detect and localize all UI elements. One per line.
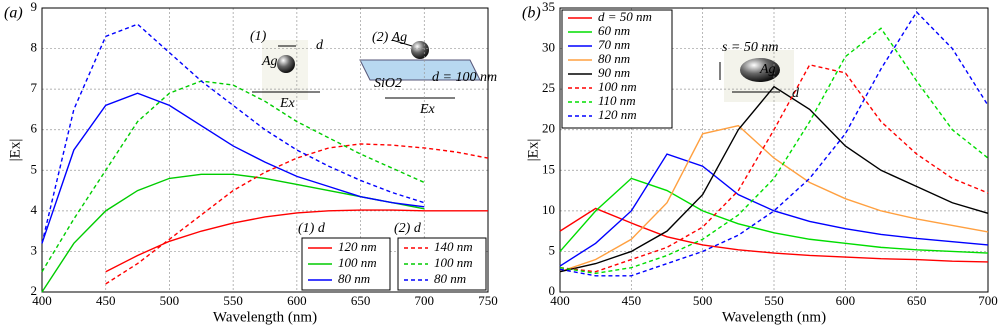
- series-line: [559, 124, 989, 273]
- x-tick-label: 700: [978, 293, 998, 308]
- legend-label: 110 nm: [598, 93, 636, 108]
- y-tick-label: 9: [31, 0, 38, 14]
- x-tick-label: 650: [351, 293, 371, 308]
- annotation: (1): [250, 29, 267, 44]
- y-tick-label: 30: [542, 40, 555, 55]
- annotation: d = 100 nm: [432, 70, 497, 85]
- legend-label: 100 nm: [434, 255, 473, 270]
- x-tick-label: 700: [415, 293, 435, 308]
- y-tick-label: 25: [542, 80, 555, 95]
- panel-label: (b): [522, 5, 541, 22]
- legend-label: 70 nm: [598, 37, 630, 52]
- y-tick-label: 0: [549, 283, 556, 298]
- illustration-a1: [252, 40, 320, 100]
- legend-label: 60 nm: [598, 23, 630, 38]
- series-line: [105, 209, 488, 273]
- annotation: SiO2: [374, 76, 402, 91]
- x-tick-label: 400: [550, 293, 570, 308]
- series-line: [559, 207, 989, 263]
- y-tick-label: 7: [31, 80, 38, 95]
- panel-label: (a): [4, 5, 23, 22]
- series-line: [559, 153, 989, 267]
- series-line: [559, 27, 989, 275]
- series-line: [559, 10, 989, 277]
- annotation: d: [316, 38, 324, 53]
- y-axis-label: |Ex|: [7, 139, 23, 162]
- y-tick-label: 2: [31, 283, 38, 298]
- x-tick-label: 550: [764, 293, 784, 308]
- legend-label: 100 nm: [598, 79, 637, 94]
- annotation: d: [792, 86, 800, 101]
- legend-label: 80 nm: [434, 271, 466, 286]
- y-tick-label: 5: [549, 242, 556, 257]
- x-axis-label: Wavelength (nm): [213, 309, 317, 325]
- plot-frame: [41, 7, 489, 293]
- x-tick-label: 600: [836, 293, 856, 308]
- y-tick-label: 8: [31, 40, 38, 55]
- annotation: s = 50 nm: [722, 40, 779, 55]
- legend-title: (1) d: [298, 221, 326, 236]
- y-tick-label: 6: [31, 121, 38, 136]
- series-line: [559, 177, 989, 254]
- legend-label: 140 nm: [434, 239, 473, 254]
- y-tick-label: 35: [542, 0, 555, 14]
- legend-label: 120 nm: [598, 107, 637, 122]
- annotation: Ex: [419, 102, 436, 117]
- legend-label: 80 nm: [598, 51, 630, 66]
- illustration-b: [719, 50, 794, 102]
- annotation: Ex: [279, 96, 296, 111]
- x-tick-label: 550: [223, 293, 243, 308]
- legend-title: (2) d: [394, 221, 422, 236]
- annotation: Ag: [759, 62, 776, 77]
- legend-label: 80 nm: [338, 271, 370, 286]
- series-line: [105, 143, 489, 285]
- annotation: (2) Ag: [372, 30, 407, 45]
- x-tick-label: 500: [693, 293, 713, 308]
- y-tick-label: 15: [542, 161, 555, 176]
- series-line: [41, 80, 425, 273]
- legend-label: 100 nm: [338, 255, 377, 270]
- annotation: Ag: [261, 54, 278, 69]
- series-line: [41, 92, 425, 244]
- y-tick-label: 10: [542, 202, 555, 217]
- x-tick-label: 600: [287, 293, 307, 308]
- series-line: [559, 85, 989, 273]
- legend-label: d = 50 nm: [598, 9, 652, 24]
- x-tick-label: 450: [96, 293, 116, 308]
- series-line: [41, 23, 425, 244]
- y-axis-label: |Ex|: [525, 139, 541, 162]
- x-axis-label: Wavelength (nm): [722, 309, 826, 325]
- legend-box: [561, 9, 673, 129]
- y-tick-label: 4: [31, 202, 38, 217]
- y-tick-label: 20: [542, 121, 555, 136]
- legend-label: 90 nm: [598, 65, 630, 80]
- legend-label: 120 nm: [338, 239, 377, 254]
- x-tick-label: 500: [160, 293, 180, 308]
- plot-frame: [559, 7, 989, 293]
- y-tick-label: 5: [31, 161, 38, 176]
- x-tick-label: 650: [907, 293, 927, 308]
- series-line: [559, 64, 989, 273]
- y-tick-label: 3: [31, 242, 38, 257]
- x-tick-label: 450: [622, 293, 642, 308]
- x-tick-label: 750: [478, 293, 498, 308]
- x-tick-label: 400: [32, 293, 52, 308]
